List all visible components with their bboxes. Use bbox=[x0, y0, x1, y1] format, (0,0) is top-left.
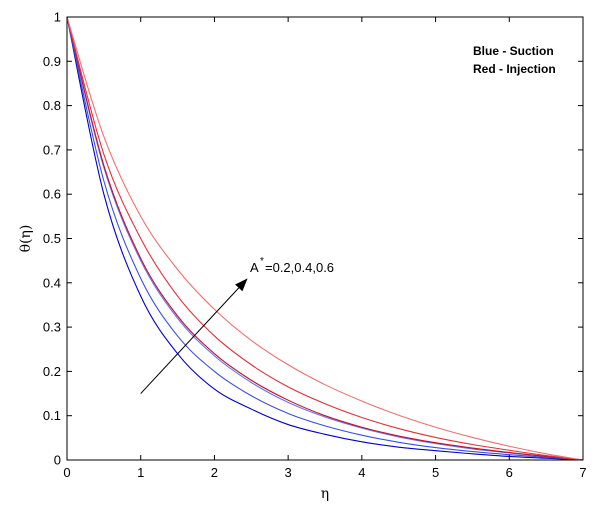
y-tick-label-4: 0.4 bbox=[43, 275, 61, 290]
y-tick-label-10: 1 bbox=[54, 10, 61, 25]
y-tick-label-9: 0.9 bbox=[43, 54, 61, 69]
labels-layer: 0 1 2 3 4 5 6 7 0 0.1 0.2 0.3 0.4 0.5 0.6 0.7 0.8 0.9 1 bbox=[43, 10, 587, 481]
series-line-0 bbox=[66, 16, 584, 461]
y-axis-label: θ(η) bbox=[18, 225, 34, 253]
ticks-layer bbox=[66, 16, 584, 461]
x-tick-label-2: 2 bbox=[211, 465, 218, 480]
x-axis-label: η bbox=[321, 486, 329, 502]
x-tick-label-5: 5 bbox=[432, 465, 439, 480]
series-line-4 bbox=[66, 16, 584, 461]
y-tick-label-3: 0.3 bbox=[43, 320, 61, 335]
annotation-arrow bbox=[140, 287, 240, 394]
annotation-arrowhead bbox=[235, 278, 248, 292]
series-layer bbox=[66, 16, 584, 461]
x-tick-label-1: 1 bbox=[137, 465, 144, 480]
y-tick-label-2: 0.2 bbox=[43, 364, 61, 379]
plot-frame bbox=[66, 16, 584, 461]
series-line-2 bbox=[66, 16, 584, 461]
y-tick-label-6: 0.6 bbox=[43, 187, 61, 202]
x-tick-label-0: 0 bbox=[63, 465, 70, 480]
y-tick-label-8: 0.8 bbox=[43, 98, 61, 113]
series-line-5 bbox=[66, 16, 584, 461]
legend-line-suction: Blue - Suction bbox=[473, 44, 554, 58]
x-tick-label-3: 3 bbox=[285, 465, 292, 480]
annotation-label-values: =0.2,0.4,0.6 bbox=[265, 260, 334, 275]
x-tick-label-4: 4 bbox=[358, 465, 365, 480]
legend-line-injection: Red - Injection bbox=[473, 62, 556, 76]
annotation-label-superscript: * bbox=[260, 256, 264, 267]
annotation-label-base: A bbox=[250, 260, 259, 275]
y-tick-label-5: 0.5 bbox=[43, 231, 61, 246]
y-tick-label-0: 0 bbox=[54, 453, 61, 468]
series-line-3 bbox=[66, 16, 584, 461]
y-tick-label-1: 0.1 bbox=[43, 408, 61, 423]
y-tick-label-7: 0.7 bbox=[43, 142, 61, 157]
series-line-1 bbox=[66, 16, 584, 461]
x-tick-label-6: 6 bbox=[506, 465, 513, 480]
x-tick-label-7: 7 bbox=[579, 465, 586, 480]
